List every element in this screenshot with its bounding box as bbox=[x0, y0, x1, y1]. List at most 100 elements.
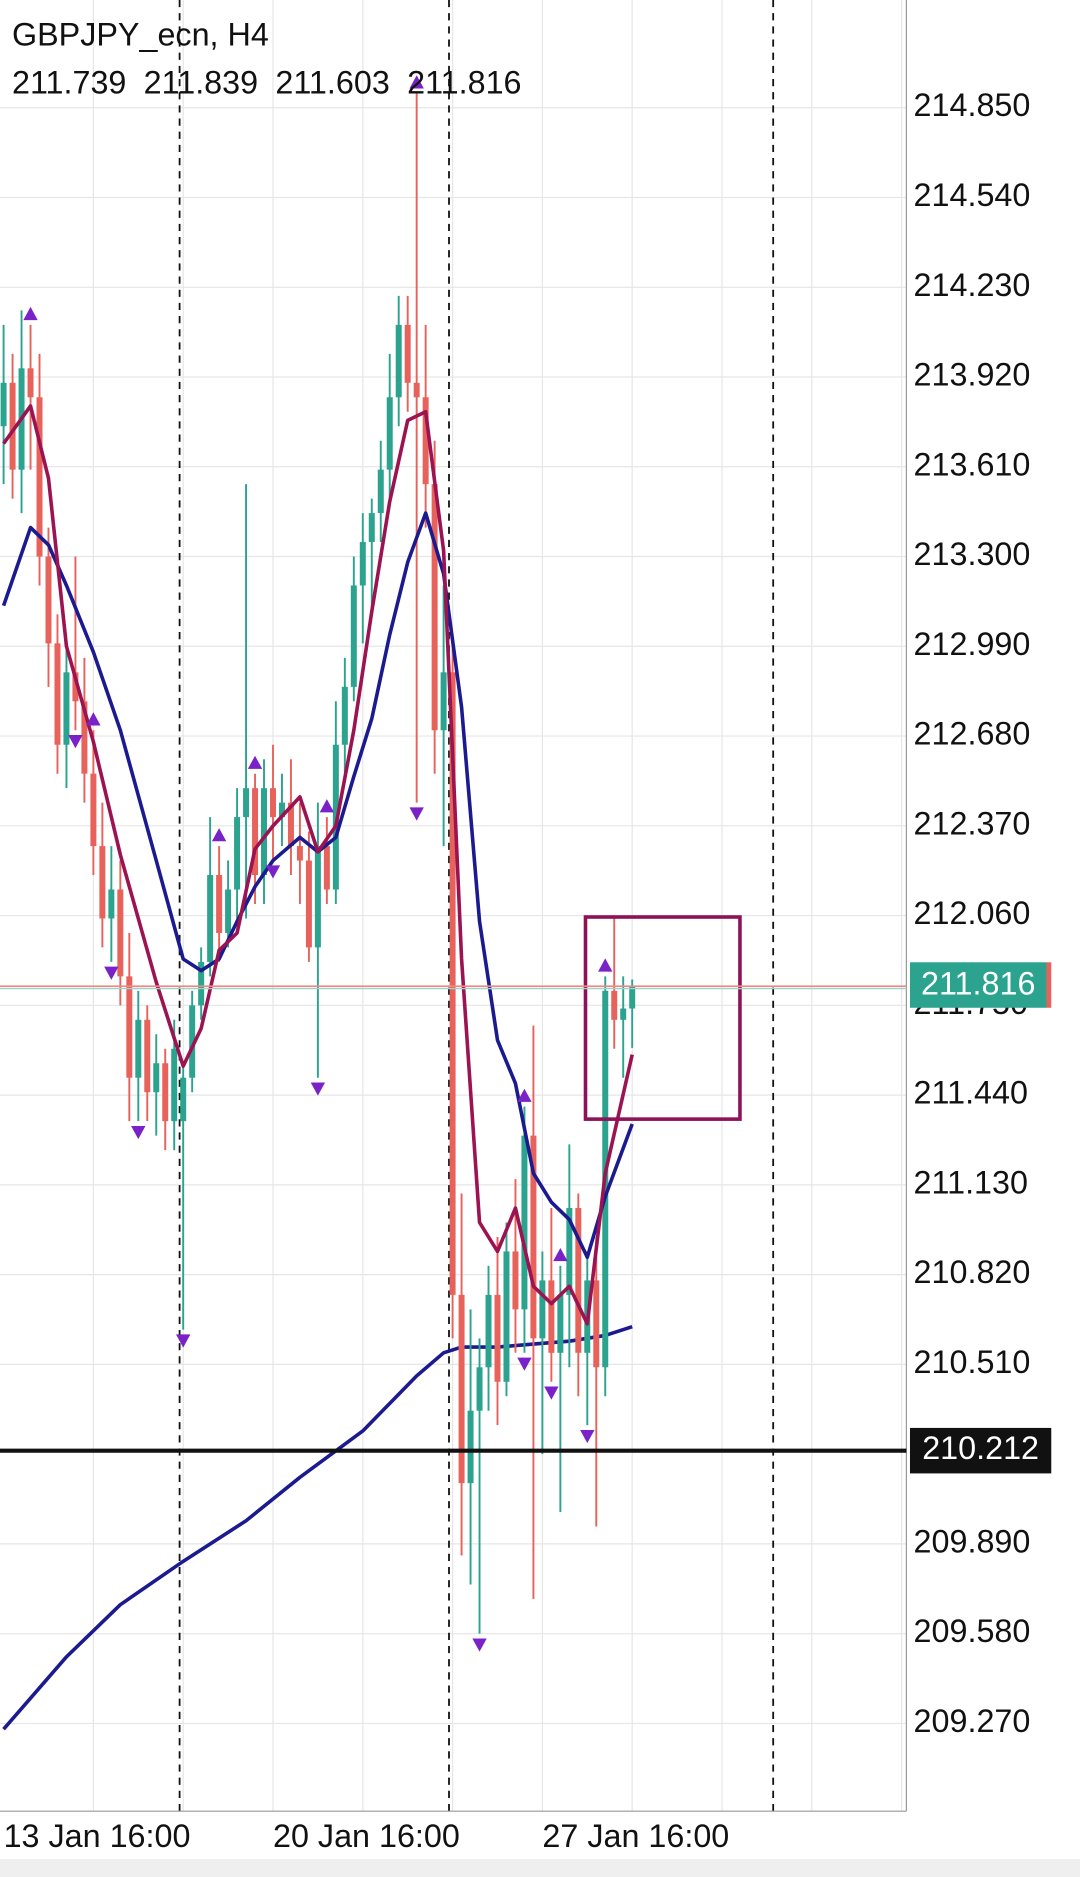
candle-body bbox=[458, 1294, 465, 1484]
candle-body bbox=[117, 889, 124, 977]
candle-body bbox=[395, 324, 402, 398]
fractal-up bbox=[86, 712, 101, 726]
fractal-down bbox=[409, 807, 424, 821]
candle-body bbox=[27, 368, 34, 398]
candle-body bbox=[135, 1019, 142, 1078]
x-tick-label: 27 Jan 16:00 bbox=[542, 1818, 729, 1854]
y-tick-label: 213.300 bbox=[914, 536, 1031, 572]
candle-body bbox=[485, 1294, 492, 1368]
y-tick-label: 213.920 bbox=[914, 357, 1031, 393]
fractal-down bbox=[310, 1082, 326, 1096]
candle-body bbox=[404, 324, 411, 383]
candle-body bbox=[287, 802, 294, 847]
candle-body bbox=[467, 1410, 474, 1484]
candle-body bbox=[63, 672, 70, 745]
candle-body bbox=[252, 788, 259, 876]
candle-body bbox=[0, 382, 7, 427]
price-tag-edge bbox=[1046, 962, 1052, 1008]
y-tick-label: 209.890 bbox=[914, 1523, 1031, 1559]
candle-body bbox=[45, 556, 52, 644]
fractal-down bbox=[131, 1125, 146, 1140]
y-tick-label: 214.230 bbox=[914, 267, 1031, 303]
fractal-down bbox=[104, 966, 119, 980]
chart-title: GBPJPY_ecn, H4 bbox=[12, 17, 269, 53]
candle-body bbox=[620, 1008, 627, 1020]
y-tick-label: 212.370 bbox=[914, 805, 1031, 841]
y-tick-label: 210.510 bbox=[914, 1344, 1031, 1380]
candle-body bbox=[539, 1280, 546, 1339]
candle-body bbox=[36, 397, 43, 557]
candle-body bbox=[189, 1005, 196, 1078]
x-tick-label: 20 Jan 16:00 bbox=[273, 1818, 460, 1854]
candle-body bbox=[566, 1208, 573, 1295]
fractal-up bbox=[247, 755, 263, 769]
ohlc-readout: 211.739 bbox=[12, 65, 126, 101]
y-tick-label: 212.060 bbox=[914, 895, 1031, 931]
fractal-up bbox=[517, 1088, 532, 1102]
fractal-down bbox=[68, 735, 83, 749]
candle-body bbox=[359, 542, 366, 586]
y-tick-label: 212.680 bbox=[914, 716, 1031, 752]
candle-body bbox=[593, 1280, 600, 1368]
candle-body bbox=[81, 701, 88, 774]
candle-body bbox=[530, 1135, 537, 1339]
fractal-up bbox=[211, 828, 227, 842]
moving-average bbox=[2, 404, 634, 1326]
candle-body bbox=[557, 1294, 564, 1353]
ohlc-readout: 211.816 bbox=[407, 65, 521, 101]
candle-body bbox=[207, 875, 214, 962]
candle-body bbox=[198, 961, 205, 1006]
candle-body bbox=[216, 875, 223, 933]
candle-body bbox=[476, 1367, 483, 1411]
y-tick-label: 211.130 bbox=[914, 1164, 1028, 1200]
candle-body bbox=[422, 397, 429, 485]
candle-body bbox=[377, 469, 384, 514]
candle-body bbox=[261, 788, 268, 876]
candle-body bbox=[54, 643, 61, 745]
candle-body bbox=[314, 846, 321, 948]
candle-body bbox=[449, 672, 456, 1295]
candle-body bbox=[503, 1251, 510, 1382]
candle-body bbox=[162, 1063, 169, 1122]
candle-body bbox=[629, 986, 636, 1009]
candle-body bbox=[431, 484, 438, 731]
candle-body bbox=[512, 1251, 519, 1310]
x-tick-label: 13 Jan 16:00 bbox=[4, 1818, 191, 1854]
candle-body bbox=[521, 1135, 528, 1310]
y-tick-label: 209.270 bbox=[914, 1703, 1031, 1739]
ohlc-readout: 211.839 bbox=[144, 65, 258, 101]
candle-body bbox=[305, 860, 312, 948]
candle-body bbox=[278, 802, 285, 818]
y-tick-label: 214.540 bbox=[914, 177, 1031, 213]
ohlc-readout: 211.603 bbox=[275, 65, 389, 101]
candle-body bbox=[108, 889, 115, 919]
moving-average bbox=[2, 1325, 633, 1731]
drawn-rectangle bbox=[583, 915, 742, 1121]
candle-body bbox=[368, 513, 375, 543]
moving-average bbox=[1, 511, 634, 1260]
candle-body bbox=[323, 846, 330, 890]
y-tick-label: 213.610 bbox=[914, 446, 1031, 482]
candle-body bbox=[72, 672, 79, 702]
price-tag-label: 211.816 bbox=[921, 966, 1035, 1002]
fractal-down bbox=[265, 865, 281, 879]
fractal-up bbox=[409, 75, 424, 89]
candle-body bbox=[413, 382, 420, 398]
candle-body bbox=[90, 773, 97, 847]
candle-body bbox=[9, 382, 16, 470]
y-tick-label: 212.990 bbox=[914, 626, 1031, 662]
fractal-down bbox=[176, 1334, 191, 1348]
fractal-up bbox=[319, 799, 335, 813]
candle-body bbox=[180, 1077, 187, 1122]
candle-body bbox=[350, 585, 357, 687]
candle-body bbox=[548, 1280, 555, 1353]
candle-body bbox=[386, 397, 393, 470]
fractal-up bbox=[23, 306, 38, 321]
fractal-up bbox=[598, 958, 613, 972]
candle-body bbox=[270, 788, 276, 818]
candle-body bbox=[153, 1063, 160, 1093]
candle-body bbox=[611, 990, 618, 1020]
y-tick-label: 211.440 bbox=[914, 1075, 1028, 1111]
candle-body bbox=[243, 788, 250, 818]
